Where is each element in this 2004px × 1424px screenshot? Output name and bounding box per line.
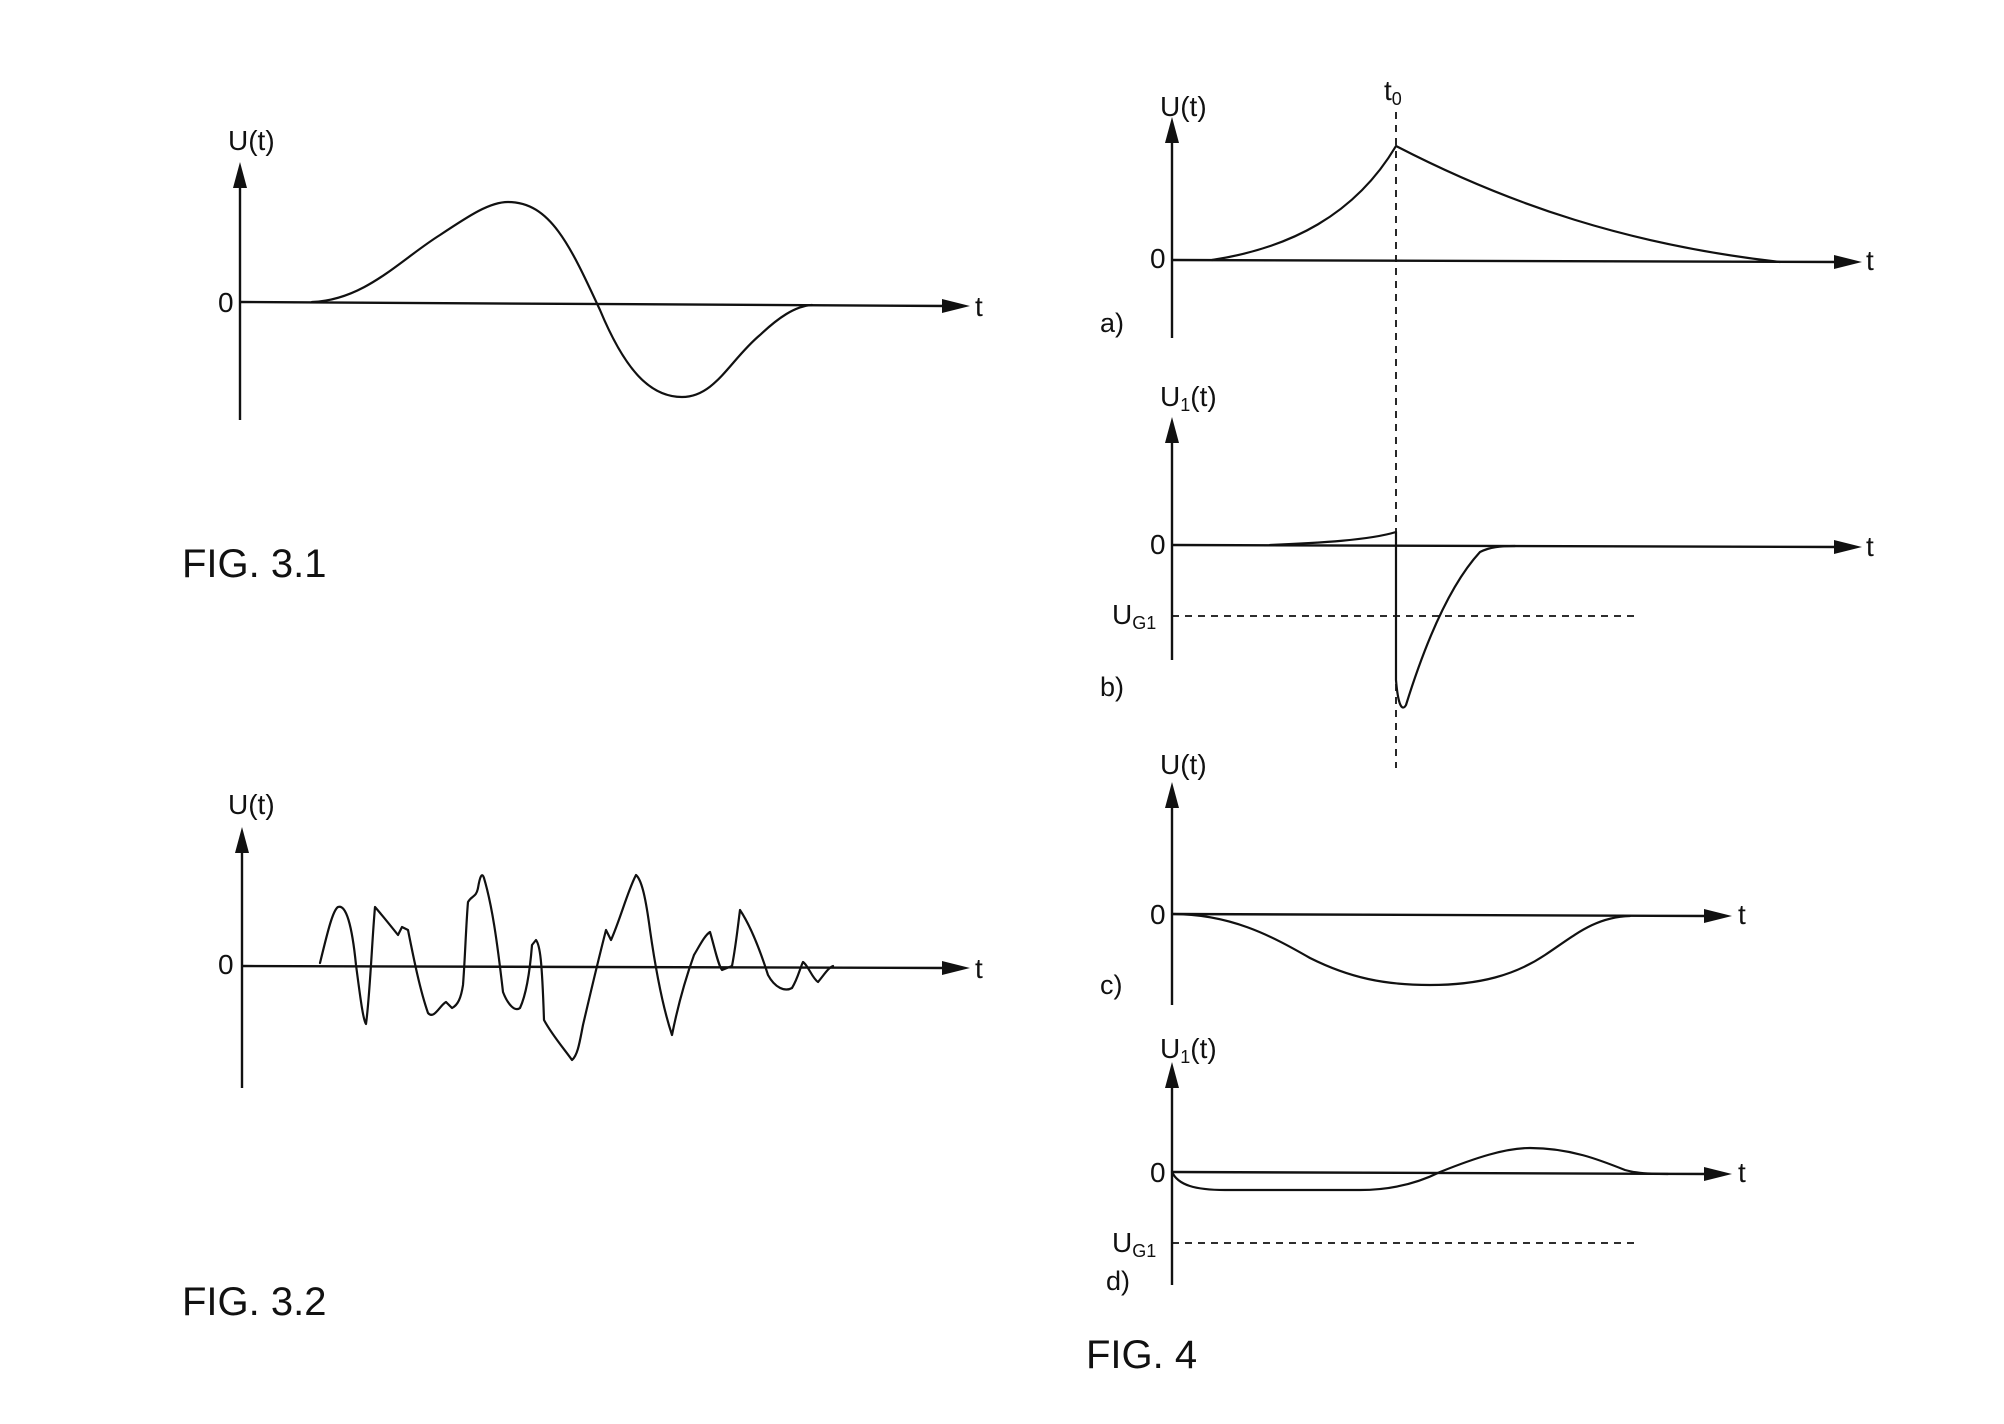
fig32-x-axis xyxy=(242,966,948,968)
fig4-title: FIG. 4 xyxy=(1086,1333,1197,1377)
fig31-title: FIG. 3.1 xyxy=(182,542,327,586)
fig4a-zero-label: 0 xyxy=(1150,243,1166,274)
fig4a-waveform xyxy=(1212,146,1780,262)
fig4c-x-label: t xyxy=(1738,899,1746,930)
fig4a-panel-label: a) xyxy=(1100,308,1124,338)
fig4b-waveform xyxy=(1270,532,1515,708)
fig4a-x-arrow xyxy=(1834,255,1862,269)
fig32-x-arrow xyxy=(942,961,970,975)
fig4c-zero-label: 0 xyxy=(1150,899,1166,930)
fig31-x-axis xyxy=(240,302,948,306)
fig4d-y-arrow xyxy=(1165,1062,1179,1088)
fig4c-y-arrow xyxy=(1165,782,1179,808)
fig32-y-arrow xyxy=(235,827,249,853)
fig4d-x-label: t xyxy=(1738,1157,1746,1188)
fig4-t0-label: t0 xyxy=(1384,75,1402,109)
fig4-panel-b: U1(t) t 0 UG1 b) xyxy=(1100,381,1874,708)
fig4b-y-arrow xyxy=(1165,417,1179,443)
fig4a-x-axis xyxy=(1172,260,1840,262)
fig4d-threshold-label: UG1 xyxy=(1112,1227,1156,1261)
fig31-y-arrow xyxy=(233,162,247,188)
fig4b-x-arrow xyxy=(1834,540,1862,554)
fig31-zero-label: 0 xyxy=(218,287,234,318)
fig4-panel-d: U1(t) t 0 UG1 d) xyxy=(1106,1033,1746,1296)
fig32-title: FIG. 3.2 xyxy=(182,1280,327,1324)
fig4b-y-label: U1(t) xyxy=(1160,381,1217,415)
fig31-x-label: t xyxy=(975,291,983,322)
fig-3-1: U(t) t 0 FIG. 3.1 xyxy=(182,125,983,586)
fig4c-y-label: U(t) xyxy=(1160,749,1207,780)
fig31-x-arrow xyxy=(942,299,970,313)
fig4a-x-label: t xyxy=(1866,245,1874,276)
fig32-y-label: U(t) xyxy=(228,789,275,820)
fig4c-waveform xyxy=(1172,914,1630,985)
fig32-zero-label: 0 xyxy=(218,949,234,980)
fig4d-waveform xyxy=(1172,1148,1668,1190)
fig-3-2: U(t) t 0 FIG. 3.2 xyxy=(182,789,983,1324)
fig4c-x-arrow xyxy=(1704,909,1732,923)
fig4a-y-label: U(t) xyxy=(1160,91,1207,122)
fig32-x-label: t xyxy=(975,953,983,984)
fig4d-x-arrow xyxy=(1704,1167,1732,1181)
fig31-waveform xyxy=(312,202,812,397)
fig31-y-label: U(t) xyxy=(228,125,275,156)
fig-4: t0 U(t) t 0 a) U1(t) t 0 UG1 b) xyxy=(1086,75,1874,1377)
fig4d-panel-label: d) xyxy=(1106,1266,1130,1296)
fig4b-x-label: t xyxy=(1866,531,1874,562)
fig4d-zero-label: 0 xyxy=(1150,1157,1166,1188)
fig4b-zero-label: 0 xyxy=(1150,529,1166,560)
fig4b-panel-label: b) xyxy=(1100,672,1124,702)
fig4c-panel-label: c) xyxy=(1100,970,1123,1000)
fig4-panel-c: U(t) t 0 c) xyxy=(1100,749,1746,1005)
fig4d-y-label: U1(t) xyxy=(1160,1033,1217,1067)
fig4-panel-a: U(t) t 0 a) xyxy=(1100,91,1874,338)
fig4b-threshold-label: UG1 xyxy=(1112,599,1156,633)
